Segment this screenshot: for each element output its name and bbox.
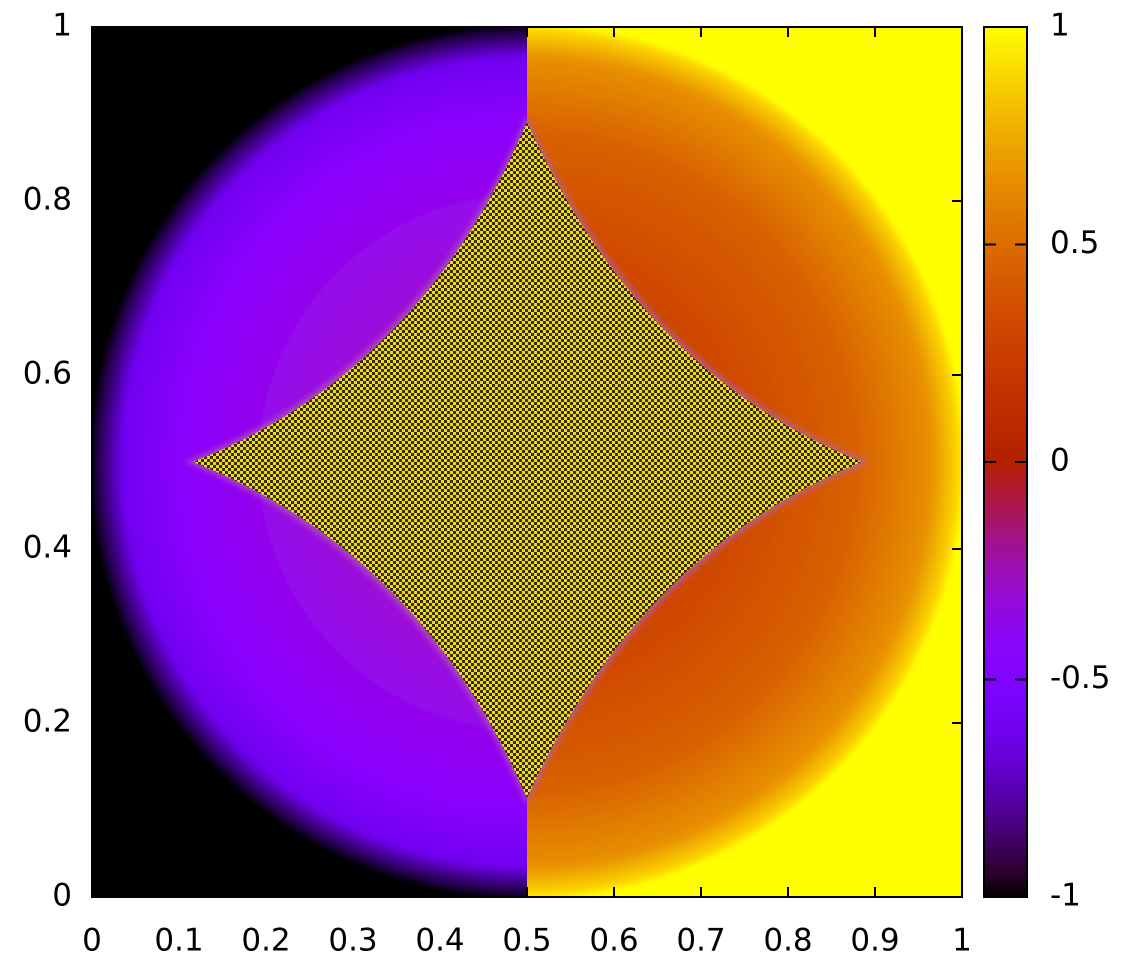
y-tick-label: 0.8 <box>23 182 72 218</box>
x-tick-label: 0.7 <box>676 923 725 959</box>
x-tick-label: 0.9 <box>850 923 899 959</box>
x-tick-label: 0.8 <box>763 923 812 959</box>
x-tick-label: 0.5 <box>502 923 551 959</box>
colorbar-tick-label: 0 <box>1050 443 1070 479</box>
colorbar-tick-label: 0.5 <box>1050 225 1099 261</box>
x-tick-label: 0.2 <box>241 923 290 959</box>
x-tick-label: 0.3 <box>328 923 377 959</box>
y-tick-label: 1 <box>52 8 72 44</box>
x-tick-label: 1 <box>952 923 972 959</box>
heatmap <box>92 27 962 897</box>
y-tick-label: 0 <box>52 878 72 914</box>
y-tick-label: 0.6 <box>23 356 72 392</box>
x-tick-label: 0.4 <box>415 923 464 959</box>
colorbar-tick-label: -1 <box>1050 878 1081 914</box>
y-tick-label: 0.2 <box>23 704 72 740</box>
heatmap-region <box>193 122 862 798</box>
colorbar-tick-label: -0.5 <box>1050 660 1111 696</box>
x-tick-label: 0.6 <box>589 923 638 959</box>
x-tick-label: 0 <box>82 923 102 959</box>
x-tick-label: 0.1 <box>154 923 203 959</box>
y-tick-label: 0.4 <box>23 530 72 566</box>
colorbar-tick-label: 1 <box>1050 8 1070 44</box>
